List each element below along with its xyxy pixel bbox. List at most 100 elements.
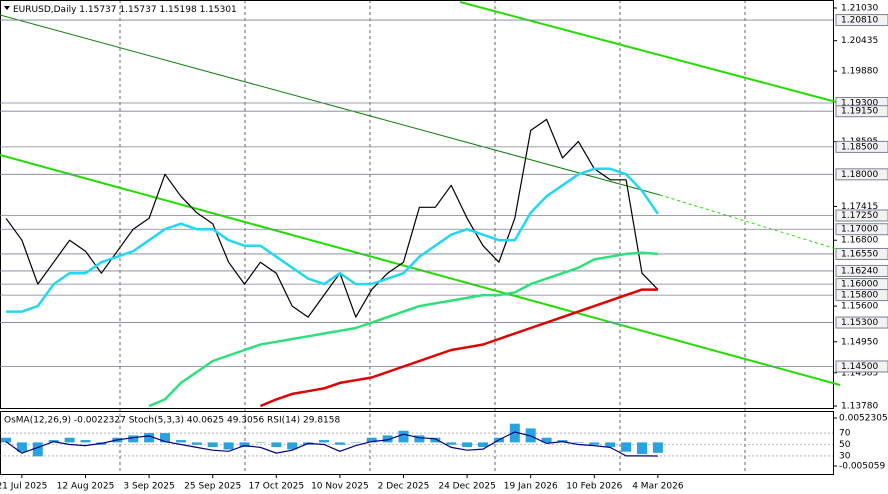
y-tick-label: 1.13780	[841, 402, 878, 412]
series	[5, 118, 659, 408]
osma-bar	[160, 433, 170, 443]
osma-bar	[366, 437, 377, 443]
level-label-box	[835, 360, 888, 373]
x-tick-label: 19 Jan 2026	[504, 482, 558, 492]
y-tick-label: 1.19880	[841, 67, 878, 77]
osma-bar	[223, 442, 234, 450]
indicator	[0, 423, 833, 457]
collapse-icon[interactable]	[4, 6, 10, 10]
level-label: 1.14500	[841, 362, 878, 372]
main-panel-frame	[0, 0, 834, 409]
level-label-box	[835, 316, 888, 329]
level-label: 1.15800	[841, 291, 878, 301]
x-tick-label: 4 Mar 2026	[632, 482, 684, 492]
x-tick-label: 10 Feb 2026	[566, 482, 622, 492]
osma-bar	[207, 442, 218, 448]
level-label-box	[835, 14, 888, 27]
osma-bar	[446, 442, 457, 445]
y-tick-label: 1.20435	[841, 36, 878, 46]
series-line	[259, 288, 658, 408]
x-tick-label: 17 Oct 2025	[248, 482, 304, 492]
level-label-box	[835, 289, 888, 302]
osma-bar	[589, 442, 600, 445]
x-tick-label: 21 Jul 2025	[0, 482, 47, 492]
osma-bar	[319, 440, 329, 443]
level-label: 1.17000	[841, 225, 878, 235]
osma-bar	[175, 440, 186, 443]
x-tick-label: 3 Sep 2025	[123, 482, 174, 492]
level-label: 1.16000	[841, 280, 878, 290]
osma-bar	[144, 433, 155, 443]
level-label: 1.19300	[841, 98, 878, 108]
indicator-panel-frame	[0, 411, 834, 475]
x-tick-label: 10 Nov 2025	[311, 482, 369, 492]
level-label-box	[835, 264, 888, 277]
osma-bar	[573, 442, 584, 443]
channel-line	[0, 154, 841, 386]
osma-bar	[334, 442, 345, 445]
x-tick-label: 12 Aug 2025	[57, 482, 115, 492]
indicator-y2-tick-label: 30	[839, 451, 851, 461]
level-label-box	[835, 209, 888, 222]
series-line	[6, 167, 659, 313]
trend-channels	[0, 1, 841, 386]
y-tick-label: 1.21030	[841, 4, 878, 14]
chart-header: EURUSD,Daily 1.15737 1.15737 1.15198 1.1…	[13, 5, 237, 15]
channel-line	[0, 14, 661, 196]
osma-bar	[16, 442, 27, 452]
header-value: 1.15737	[119, 5, 156, 15]
osma-bar	[414, 435, 425, 443]
level-label: 1.18500	[841, 142, 878, 152]
header-value: 1.15301	[200, 5, 237, 15]
osma-bar	[541, 437, 552, 443]
osma-bar	[32, 442, 43, 457]
osma-bar	[239, 442, 250, 448]
header-value: 1.15198	[159, 5, 196, 15]
osma-bar	[430, 437, 441, 443]
osma-bar	[462, 442, 473, 448]
rsi-line	[5, 431, 658, 457]
osma-bar	[398, 430, 409, 443]
osma-bar	[287, 442, 298, 450]
header-value: 1.15737	[79, 5, 116, 15]
level-label: 1.15300	[841, 318, 878, 328]
y-tick-label: 1.16800	[841, 236, 878, 246]
osma-bar	[621, 442, 632, 452]
channel-line	[459, 1, 841, 104]
osma-bar	[350, 442, 361, 443]
osma-bar	[637, 442, 647, 455]
level-label: 1.16550	[841, 249, 878, 259]
osma-bar	[652, 442, 663, 453]
level-label: 1.20810	[841, 16, 878, 26]
y-tick-label: 1.14950	[841, 337, 878, 347]
x-tick-label: 25 Sep 2025	[184, 482, 241, 492]
x-tick-label: 2 Dec 2025	[378, 482, 430, 492]
chart-title: EURUSD,Daily	[13, 5, 77, 15]
x-tick-label: 24 Dec 2025	[438, 482, 496, 492]
y-tick-label: 1.14385	[841, 368, 878, 378]
channel-line	[659, 194, 841, 251]
series-line	[5, 118, 659, 318]
level-label: 1.16240	[841, 266, 878, 276]
y-tick-label: 1.17415	[841, 202, 878, 212]
level-label: 1.18000	[841, 170, 878, 180]
osma-bar	[128, 435, 139, 443]
osma-bar	[271, 442, 282, 448]
osma-bar	[509, 423, 520, 443]
osma-bar	[1, 437, 11, 443]
osma-bar	[382, 435, 393, 443]
level-label-box	[835, 140, 888, 153]
osma-bar	[191, 442, 202, 445]
level-label-box	[835, 105, 888, 118]
indicator-y-tick-label: 0.0052305	[839, 414, 888, 424]
axes: 1.210301.204351.198801.185951.174151.168…	[0, 4, 888, 492]
level-label: 1.19150	[841, 107, 878, 117]
osma-bar	[80, 440, 91, 443]
indicator-y2-tick-label: 70	[839, 429, 851, 439]
vertical-grid	[119, 0, 746, 474]
osma-bar	[64, 437, 75, 443]
level-label-box	[835, 223, 888, 236]
indicator-y-tick-label: -0.005059	[839, 462, 885, 472]
level-label-box	[835, 247, 888, 260]
